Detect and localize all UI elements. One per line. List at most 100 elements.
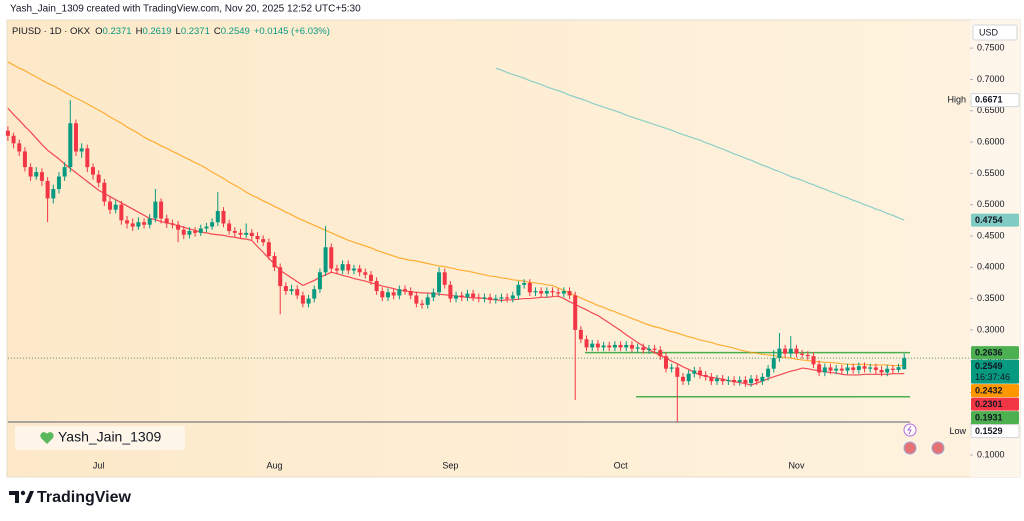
candle-body (22, 151, 27, 168)
candle-body (295, 289, 300, 296)
currency[interactable]: USD (979, 27, 999, 37)
candle-body (482, 297, 487, 299)
candle-body (629, 344, 634, 349)
candle-body (862, 366, 867, 369)
y-tick-label: 0.3500 (977, 293, 1005, 303)
low-badge-text: 0.1529 (975, 426, 1003, 436)
candle-body (544, 291, 549, 294)
brand: TradingView (37, 489, 132, 506)
candle-body (641, 347, 646, 350)
candle-body (255, 235, 260, 240)
ma-badge (971, 384, 1019, 398)
candle-body (408, 291, 413, 296)
ohlc-value: 0.2549 (221, 26, 250, 37)
candle-body (788, 348, 793, 354)
candle-body (244, 232, 249, 235)
candle-body (754, 378, 759, 382)
low-badge-label: Low (949, 426, 966, 436)
level-badge-text: 0.1931 (975, 412, 1003, 422)
candle-body (289, 289, 294, 292)
candle-body (312, 289, 317, 299)
watermark: Yash_Jain_1309 (58, 429, 161, 445)
candle-body (113, 204, 118, 210)
candle-body (465, 293, 470, 298)
y-tick-label: 0.4000 (977, 262, 1005, 272)
high-badge-text: 0.6671 (975, 95, 1003, 105)
candle-body (663, 356, 668, 369)
candle-body (198, 228, 203, 233)
candle-body (607, 345, 612, 348)
y-tick-label: 0.3000 (977, 324, 1005, 334)
level-badge (971, 411, 1019, 425)
candle-body (442, 272, 447, 285)
level-badge (971, 346, 1019, 360)
watermark-box (15, 426, 185, 450)
candle-body (431, 292, 436, 298)
candle-body (709, 376, 714, 382)
candle-body (227, 223, 232, 231)
high-badge-label: High (947, 95, 966, 105)
candle-body (527, 282, 532, 293)
candle-body (561, 291, 566, 294)
ohlc-value: 0.2371 (103, 26, 132, 37)
y-tick-label: 0.4500 (977, 230, 1005, 240)
candle-body (45, 180, 50, 199)
candle-body (181, 229, 186, 235)
candle-body (204, 226, 209, 229)
candle-body (266, 242, 271, 257)
currency-box[interactable] (972, 24, 1018, 41)
candle-body (635, 347, 640, 349)
candle-body (454, 295, 459, 299)
candle-body (584, 339, 589, 348)
candle-body (624, 344, 629, 348)
candle-body (505, 297, 510, 299)
candle-body (130, 223, 135, 227)
candle-body (210, 222, 215, 227)
candle-body (136, 222, 141, 227)
ohlc-label: O (95, 26, 102, 37)
candle-body (777, 348, 782, 359)
candle-body (329, 247, 334, 269)
flag-icon[interactable] (903, 441, 917, 455)
candle-body (397, 289, 402, 296)
candle-body (73, 123, 78, 152)
candle-body (357, 268, 362, 273)
candle-body (164, 218, 169, 224)
change: +0.0145 (+6.03%) (254, 26, 330, 37)
candle-body (890, 368, 895, 370)
flag-icon[interactable] (931, 441, 945, 455)
y-tick-label: 0.5500 (977, 168, 1005, 178)
candle-body (147, 218, 152, 225)
candle-body (448, 284, 453, 299)
candle-body (340, 264, 345, 271)
candle-body (652, 348, 657, 350)
candle-body (488, 297, 493, 300)
candle-body (533, 291, 538, 293)
ohlc-label: H (136, 26, 143, 37)
brand-logo (9, 490, 34, 503)
candle-body (420, 303, 425, 305)
ma-badge (971, 397, 1019, 411)
candle-body (459, 295, 464, 298)
y-tick-label: 0.7000 (977, 74, 1005, 84)
candle-body (471, 293, 476, 298)
attribution: Yash_Jain_1309 created with TradingView.… (10, 4, 361, 15)
candle-body (885, 368, 890, 373)
logo-shape (25, 491, 34, 503)
logo-shape (20, 490, 26, 496)
candle-body (618, 344, 623, 348)
candle-body (96, 174, 101, 183)
candle-body (811, 356, 816, 365)
candle-body (720, 378, 725, 382)
ohlc-label: L (176, 26, 181, 37)
candle-body (573, 295, 578, 330)
candle-body (374, 281, 379, 292)
candle-body (749, 378, 754, 384)
candle-body (317, 272, 322, 290)
candle-body (839, 368, 844, 371)
last-price-badge-text: 0.2549 (975, 361, 1003, 371)
candle-body (845, 367, 850, 371)
candle-body (193, 230, 198, 233)
candle-body (476, 297, 481, 299)
candle-body (686, 373, 691, 382)
